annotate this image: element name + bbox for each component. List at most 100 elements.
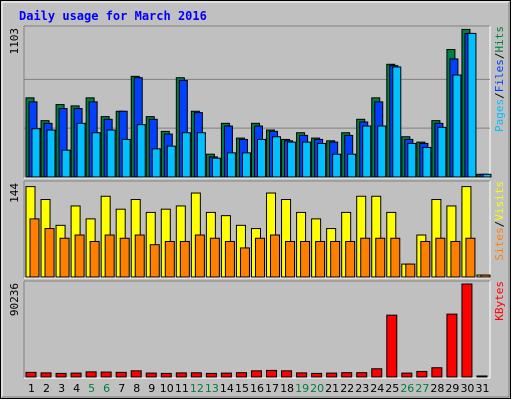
bar-pages-day-11: [181, 132, 191, 178]
bar-pages-day-24: [377, 125, 387, 178]
bar-sites-day-26: [405, 263, 416, 278]
bar-kbytes-day-18: [281, 370, 293, 378]
bar-kbytes-day-29: [446, 313, 458, 378]
bar-sites-day-18: [285, 240, 296, 278]
bar-kbytes-day-7: [115, 371, 127, 378]
bar-kbytes-day-31: [476, 375, 488, 378]
bar-pages-day-19: [302, 141, 312, 178]
bar-pages-day-14: [226, 152, 236, 178]
bar-kbytes-day-14: [220, 372, 232, 378]
x-tick-label: 19: [295, 382, 309, 395]
x-tick-label: 29: [445, 382, 459, 395]
panel-legend: Sites/Visits: [493, 181, 506, 261]
x-tick-label: 23: [355, 382, 369, 395]
x-tick-label: 21: [325, 382, 339, 395]
x-tick-label: 10: [160, 382, 174, 395]
x-tick-label: 1: [28, 382, 35, 395]
bar-pages-day-17: [272, 136, 282, 178]
bar-sites-day-28: [435, 237, 446, 278]
x-tick-label: 25: [385, 382, 399, 395]
bar-kbytes-day-25: [386, 314, 398, 378]
bar-sites-day-6: [104, 234, 115, 278]
x-tick-label: 15: [235, 382, 249, 395]
bar-kbytes-day-23: [356, 372, 368, 378]
bar-kbytes-day-11: [175, 372, 187, 378]
x-tick-label: 5: [88, 382, 95, 395]
bar-kbytes-day-20: [311, 372, 323, 378]
bar-pages-day-22: [347, 153, 357, 178]
bar-pages-day-25: [392, 66, 402, 178]
x-tick-label: 11: [175, 382, 189, 395]
bar-pages-day-7: [121, 138, 131, 178]
bar-pages-day-23: [362, 125, 372, 178]
bar-kbytes-day-22: [341, 372, 353, 378]
chart-title: Daily usage for March 2016: [19, 9, 207, 23]
bar-sites-day-25: [390, 237, 401, 278]
bar-pages-day-6: [106, 129, 116, 178]
bar-sites-day-10: [164, 240, 175, 278]
bar-sites-day-13: [209, 237, 220, 278]
bar-kbytes-day-1: [25, 371, 37, 378]
bar-sites-day-11: [179, 240, 190, 278]
x-tick-label: 16: [250, 382, 264, 395]
legend-entry: Visits: [493, 181, 506, 221]
legend-entry: KBytes: [493, 281, 506, 321]
x-tick-label: 6: [103, 382, 110, 395]
bar-pages-day-2: [46, 129, 56, 178]
bar-pages-day-27: [422, 146, 432, 178]
bar-sites-day-1: [29, 218, 40, 278]
bar-pages-day-16: [256, 138, 266, 178]
bar-kbytes-day-16: [250, 370, 262, 378]
bar-pages-day-20: [317, 142, 327, 178]
legend-entry: Sites: [493, 227, 506, 260]
x-tick-label: 7: [118, 382, 125, 395]
x-tick-label: 20: [310, 382, 324, 395]
panel-background: [24, 281, 490, 378]
bar-kbytes-day-21: [326, 372, 338, 378]
bar-sites-day-27: [420, 240, 431, 278]
x-tick-label: 14: [220, 382, 234, 395]
panel-kbytes: 90236 KBytes: [8, 280, 506, 379]
bar-pages-day-12: [196, 132, 206, 178]
legend-entry: Hits: [493, 26, 506, 53]
x-tick-label: 18: [280, 382, 294, 395]
bar-kbytes-day-28: [431, 367, 443, 378]
bar-kbytes-day-30: [461, 283, 473, 378]
bar-sites-day-29: [450, 240, 461, 278]
y-max-label: 1103: [8, 28, 21, 55]
bar-pages-day-1: [31, 128, 41, 178]
bar-sites-day-19: [300, 240, 311, 278]
bar-sites-day-20: [315, 240, 326, 278]
bar-pages-day-13: [211, 157, 221, 178]
bar-kbytes-day-13: [205, 372, 217, 378]
bar-kbytes-day-9: [145, 372, 157, 378]
x-tick-label: 13: [205, 382, 219, 395]
x-tick-label: 31: [475, 382, 489, 395]
bar-kbytes-day-4: [70, 372, 82, 378]
bar-sites-day-3: [59, 237, 70, 278]
legend-entry: Files: [493, 59, 506, 92]
x-tick-label: 8: [133, 382, 140, 395]
bar-kbytes-day-8: [130, 370, 142, 378]
bar-sites-day-31: [480, 274, 491, 278]
x-axis-labels: 1 2 3 4 5 6 7 8 9 10 11 12 13 14 15 16 17 18 19 20 21 22 23 24 2…: [28, 382, 489, 395]
x-tick-label: 2: [43, 382, 50, 395]
panel-legend: Pages/Files/Hits: [493, 26, 506, 132]
chart-panels: 1103Pages/Files/Hits144Sites/Visits90236…: [8, 25, 506, 379]
bar-sites-day-4: [74, 234, 85, 278]
legend-entry: /: [493, 92, 506, 99]
bar-kbytes-day-12: [190, 372, 202, 378]
bar-kbytes-day-5: [85, 371, 97, 378]
bar-kbytes-day-17: [266, 369, 278, 378]
bar-kbytes-day-2: [40, 372, 52, 378]
x-tick-label: 4: [73, 382, 80, 395]
bar-pages-day-8: [136, 124, 146, 178]
x-tick-label: 17: [265, 382, 279, 395]
x-tick-label: 3: [58, 382, 65, 395]
legend-entry: Pages: [493, 99, 506, 132]
bar-pages-day-26: [407, 142, 417, 178]
bar-pages-day-21: [332, 153, 342, 178]
x-tick-label: 28: [430, 382, 444, 395]
legend-entry: /: [493, 53, 506, 60]
